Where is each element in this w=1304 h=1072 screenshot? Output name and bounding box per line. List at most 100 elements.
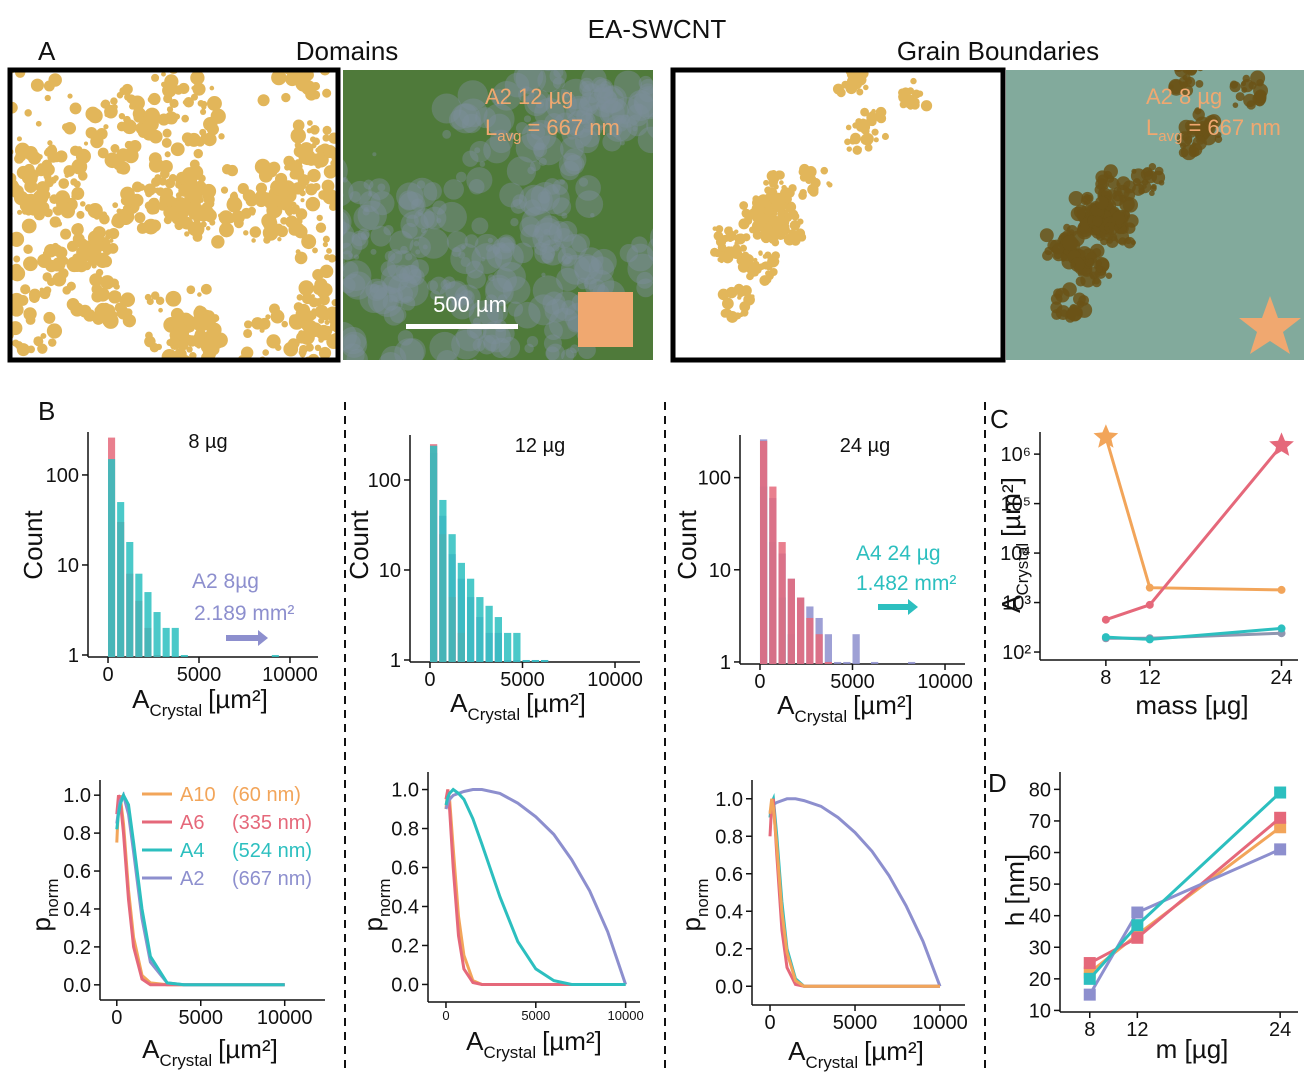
blob <box>166 106 174 113</box>
blob <box>145 117 153 125</box>
x-tick-label: 0 <box>442 1008 449 1023</box>
image-label: A2 12 µg <box>485 84 574 109</box>
blob <box>539 239 566 266</box>
marker <box>1083 972 1096 985</box>
blob <box>250 370 256 376</box>
blob <box>226 196 243 213</box>
blob <box>548 221 570 243</box>
blob <box>327 374 343 390</box>
blob <box>112 202 119 209</box>
blob <box>365 278 388 301</box>
blob <box>322 241 328 248</box>
blob <box>111 215 123 228</box>
blob <box>16 136 22 142</box>
marker <box>1131 919 1144 932</box>
blob <box>724 226 733 236</box>
blob <box>1195 80 1204 88</box>
y-tick-label: 0.6 <box>63 861 91 883</box>
blob <box>430 290 440 300</box>
blob <box>860 134 872 146</box>
blob <box>649 228 653 247</box>
legend-label: A6 <box>180 812 204 834</box>
blob <box>524 95 530 102</box>
marker <box>1269 432 1294 456</box>
label-main: A <box>450 688 468 718</box>
blob <box>1039 228 1054 243</box>
blob <box>749 226 757 234</box>
blob <box>907 102 915 110</box>
blob <box>1123 188 1136 201</box>
blob <box>465 260 484 279</box>
blob <box>116 121 127 132</box>
blob <box>40 333 47 339</box>
blob <box>637 126 653 154</box>
blob <box>506 156 537 186</box>
blob <box>184 334 193 343</box>
blob <box>561 117 593 149</box>
blob <box>145 331 153 340</box>
label-rest: [µm²] <box>542 1026 602 1056</box>
blob <box>541 251 554 264</box>
blob <box>162 83 177 98</box>
blob <box>39 287 44 292</box>
blob <box>367 284 398 315</box>
x-tick-label: 5000 <box>500 669 545 691</box>
blob <box>296 294 304 301</box>
blob <box>518 184 550 216</box>
blob <box>546 343 565 360</box>
marker <box>1083 957 1096 970</box>
blob <box>841 80 850 89</box>
blob <box>494 242 524 272</box>
blob <box>380 345 407 360</box>
blob <box>524 92 549 117</box>
blob <box>1182 70 1194 75</box>
blob <box>780 224 790 234</box>
blob <box>723 234 732 242</box>
blob <box>544 321 563 341</box>
blob <box>492 237 515 260</box>
marker <box>1274 821 1287 834</box>
series-line <box>1088 848 1281 996</box>
grain-image <box>1006 70 1304 360</box>
y-tick-label: 10² <box>1002 642 1031 664</box>
blob <box>343 208 352 235</box>
blob <box>278 188 289 199</box>
blob <box>200 108 207 115</box>
y-tick-label: 10 <box>1029 1000 1051 1022</box>
blob <box>631 236 648 253</box>
blob <box>474 147 481 154</box>
blob <box>262 225 279 241</box>
blob <box>718 253 724 258</box>
blob <box>322 88 332 98</box>
blob <box>240 207 252 219</box>
blob <box>581 83 602 104</box>
blob <box>114 291 122 299</box>
x-tick-label: 0 <box>754 671 765 693</box>
blob <box>343 265 345 272</box>
blob <box>287 390 302 405</box>
label-sub: norm <box>693 879 712 917</box>
blob <box>177 211 188 221</box>
blob <box>513 301 541 329</box>
blob <box>510 218 519 227</box>
blob <box>315 162 322 169</box>
blob <box>763 208 771 215</box>
blob <box>564 154 585 175</box>
blob <box>1060 253 1068 261</box>
x-tick-label: 10000 <box>262 664 318 686</box>
blob <box>510 198 526 214</box>
blob <box>846 146 852 152</box>
blob <box>614 117 629 132</box>
blob <box>343 321 357 351</box>
blob <box>132 181 143 193</box>
blob <box>401 365 422 386</box>
blob <box>417 210 424 216</box>
blob <box>543 334 562 353</box>
x-tick-label: 5000 <box>177 664 222 686</box>
blob <box>742 233 751 242</box>
axis-label: pnorm <box>358 879 394 932</box>
blob <box>526 120 557 151</box>
blob <box>351 363 355 367</box>
blob <box>266 46 274 54</box>
blob <box>77 238 89 250</box>
